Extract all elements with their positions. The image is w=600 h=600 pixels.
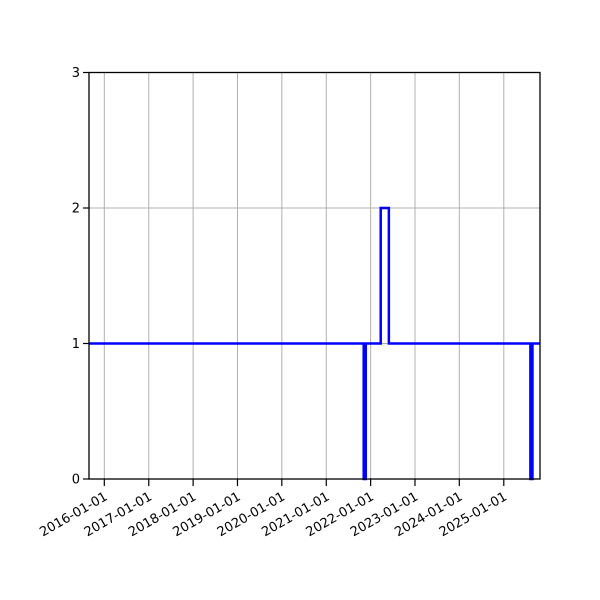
y-tick-label: 1 [72, 337, 80, 352]
plot-border [88, 71, 541, 480]
series-step-line [89, 206, 540, 481]
y-tick-label: 0 [72, 473, 80, 488]
y-tick-label: 3 [72, 66, 80, 81]
y-tick-label: 2 [72, 202, 80, 217]
